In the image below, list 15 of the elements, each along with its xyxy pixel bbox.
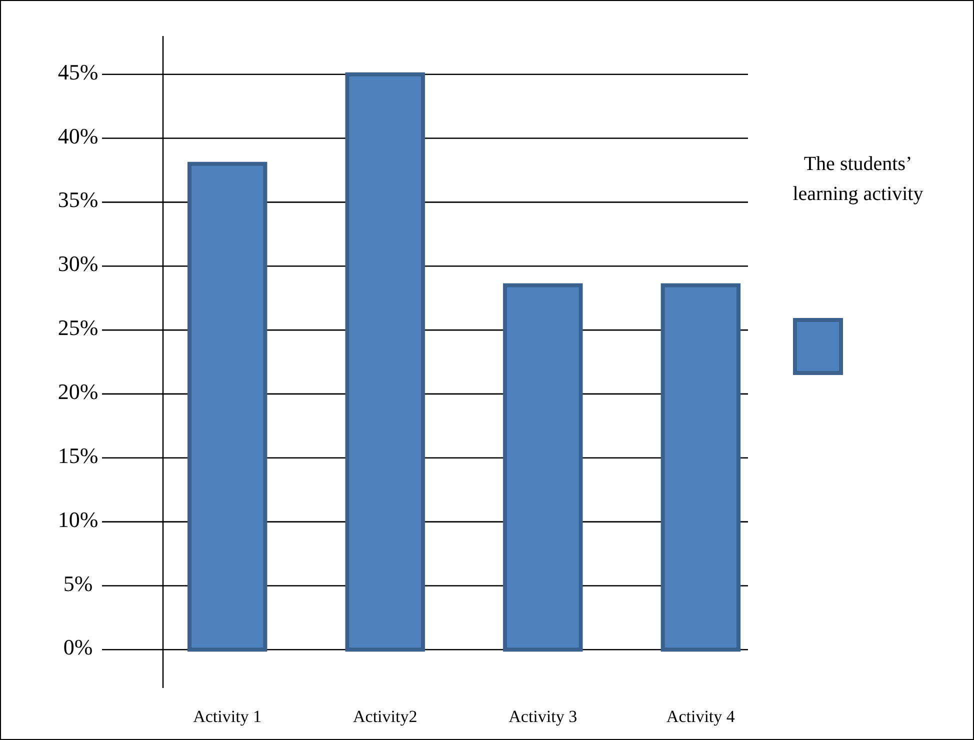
text: The students’ learning activity — [792, 153, 924, 205]
y-tick-label: 20% — [58, 379, 98, 404]
y-tick-label: 0% — [63, 634, 93, 660]
y-tick-label: 35% — [58, 187, 98, 212]
x-tick-label: Activity 3 — [508, 707, 578, 726]
y-tick-label: 15% — [58, 442, 98, 468]
y-tick-label: 40% — [58, 123, 98, 148]
y-tick-label: 30% — [58, 251, 98, 276]
y-tick-label: 10% — [58, 506, 98, 532]
y-tick-label: 45% — [58, 59, 98, 84]
y-tick-label: 5% — [63, 570, 93, 596]
x-tick-label: Activity2 — [353, 707, 418, 726]
x-tick-label: Activity 4 — [666, 707, 736, 726]
y-tick-label: 25% — [58, 315, 98, 340]
x-tick-label: Activity 1 — [193, 707, 262, 726]
